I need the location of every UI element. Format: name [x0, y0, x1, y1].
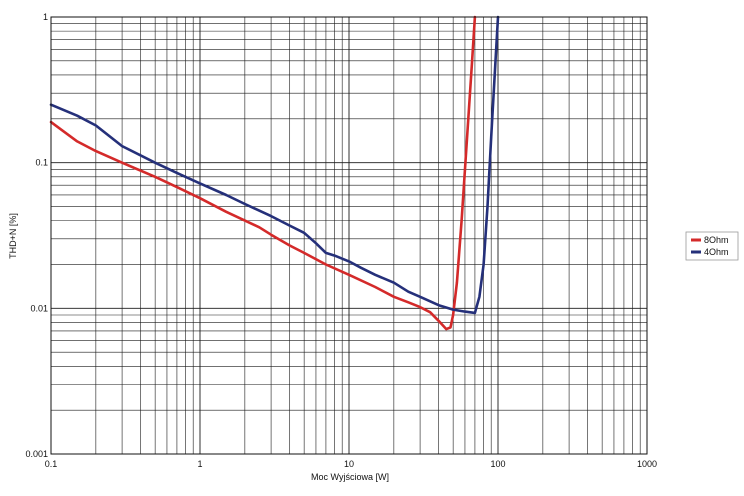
x-axis-label: Moc Wyjściowa [W] — [311, 472, 389, 482]
x-tick-label: 1 — [197, 459, 202, 469]
legend-box — [685, 231, 739, 261]
legend-label-4ohm: 4Ohm — [704, 247, 729, 257]
series-line-8ohm — [49, 15, 477, 331]
y-tick-label: 0.001 — [25, 449, 48, 459]
grid-lines — [50, 17, 647, 455]
tick-labels: 0.1 1 10 100 1000 0.001 0.01 0.1 1 — [25, 12, 657, 469]
x-tick-label: 1000 — [637, 459, 657, 469]
y-tick-label: 0.1 — [35, 158, 48, 168]
data-series — [49, 15, 500, 331]
y-tick-label: 1 — [43, 12, 48, 22]
legend: 8Ohm 4Ohm — [685, 231, 739, 261]
series-line-4ohm — [49, 15, 500, 315]
legend-label-8ohm: 8Ohm — [704, 235, 729, 245]
x-tick-label: 0.1 — [45, 459, 58, 469]
x-tick-label: 10 — [344, 459, 354, 469]
y-axis-label: THD+N [%] — [8, 213, 18, 259]
x-tick-label: 100 — [490, 459, 505, 469]
plot-frame — [50, 16, 648, 455]
y-tick-label: 0.01 — [30, 303, 48, 313]
